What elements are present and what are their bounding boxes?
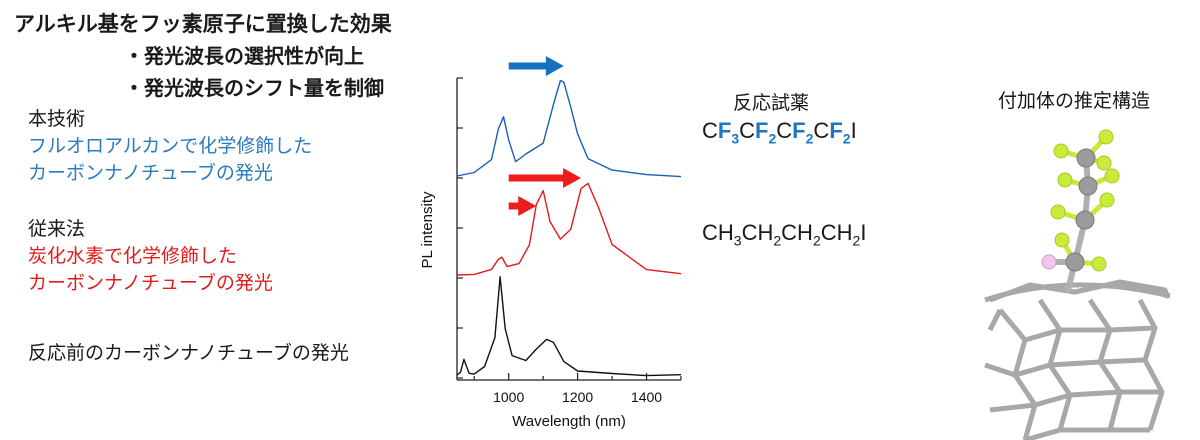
y-axis-label: PL intensity (419, 191, 436, 268)
shift-arrow-head-2 (518, 196, 537, 216)
shift-arrow-head-0 (545, 56, 564, 76)
adduct-heading: 付加体の推定構造 (998, 90, 1151, 112)
x-tick-label-1400: 1400 (631, 389, 662, 405)
alkane-formula: CH3CH2CH2CH2I (702, 220, 867, 249)
x-tick-label-1200: 1200 (562, 389, 593, 405)
pristine-label: 反応前のカーボンナノチューブの発光 (28, 342, 349, 364)
conventional-heading: 従来法 (28, 218, 86, 240)
this-tech-line-2: カーボンナノチューブの発光 (28, 162, 273, 184)
conventional-line-2: カーボンナノチューブの発光 (28, 272, 273, 294)
x-tick-label-1000: 1000 (493, 389, 524, 405)
x-axis-label: Wavelength (nm) (512, 413, 626, 430)
nanotube-lattice (984, 279, 1171, 440)
headline: アルキル基をフッ素原子に置換した効果 (14, 12, 392, 36)
pl-spectrum-red (456, 182, 682, 276)
fluoroalkane-formula: CF3CF2CF2CF2I (702, 118, 857, 147)
bullet-shift-control: ・発光波長のシフト量を制御 (124, 76, 384, 100)
carbon-atoms (1065, 148, 1098, 272)
shift-arrow-head-1 (563, 168, 582, 188)
this-tech-heading: 本技術 (28, 108, 86, 130)
fluorine-atoms (1050, 129, 1120, 272)
conventional-line-1: 炭化水素で化学修飾した (28, 245, 238, 267)
pl-spectrum-black (456, 276, 682, 377)
pl-spectrum-blue (456, 79, 682, 178)
this-tech-line-1: フルオロアルカンで化学修飾した (28, 135, 313, 157)
bullet-selectivity: ・発光波長の選択性が向上 (124, 44, 364, 68)
reagent-heading: 反応試薬 (733, 92, 810, 114)
hydrogen-atom (1041, 254, 1057, 270)
